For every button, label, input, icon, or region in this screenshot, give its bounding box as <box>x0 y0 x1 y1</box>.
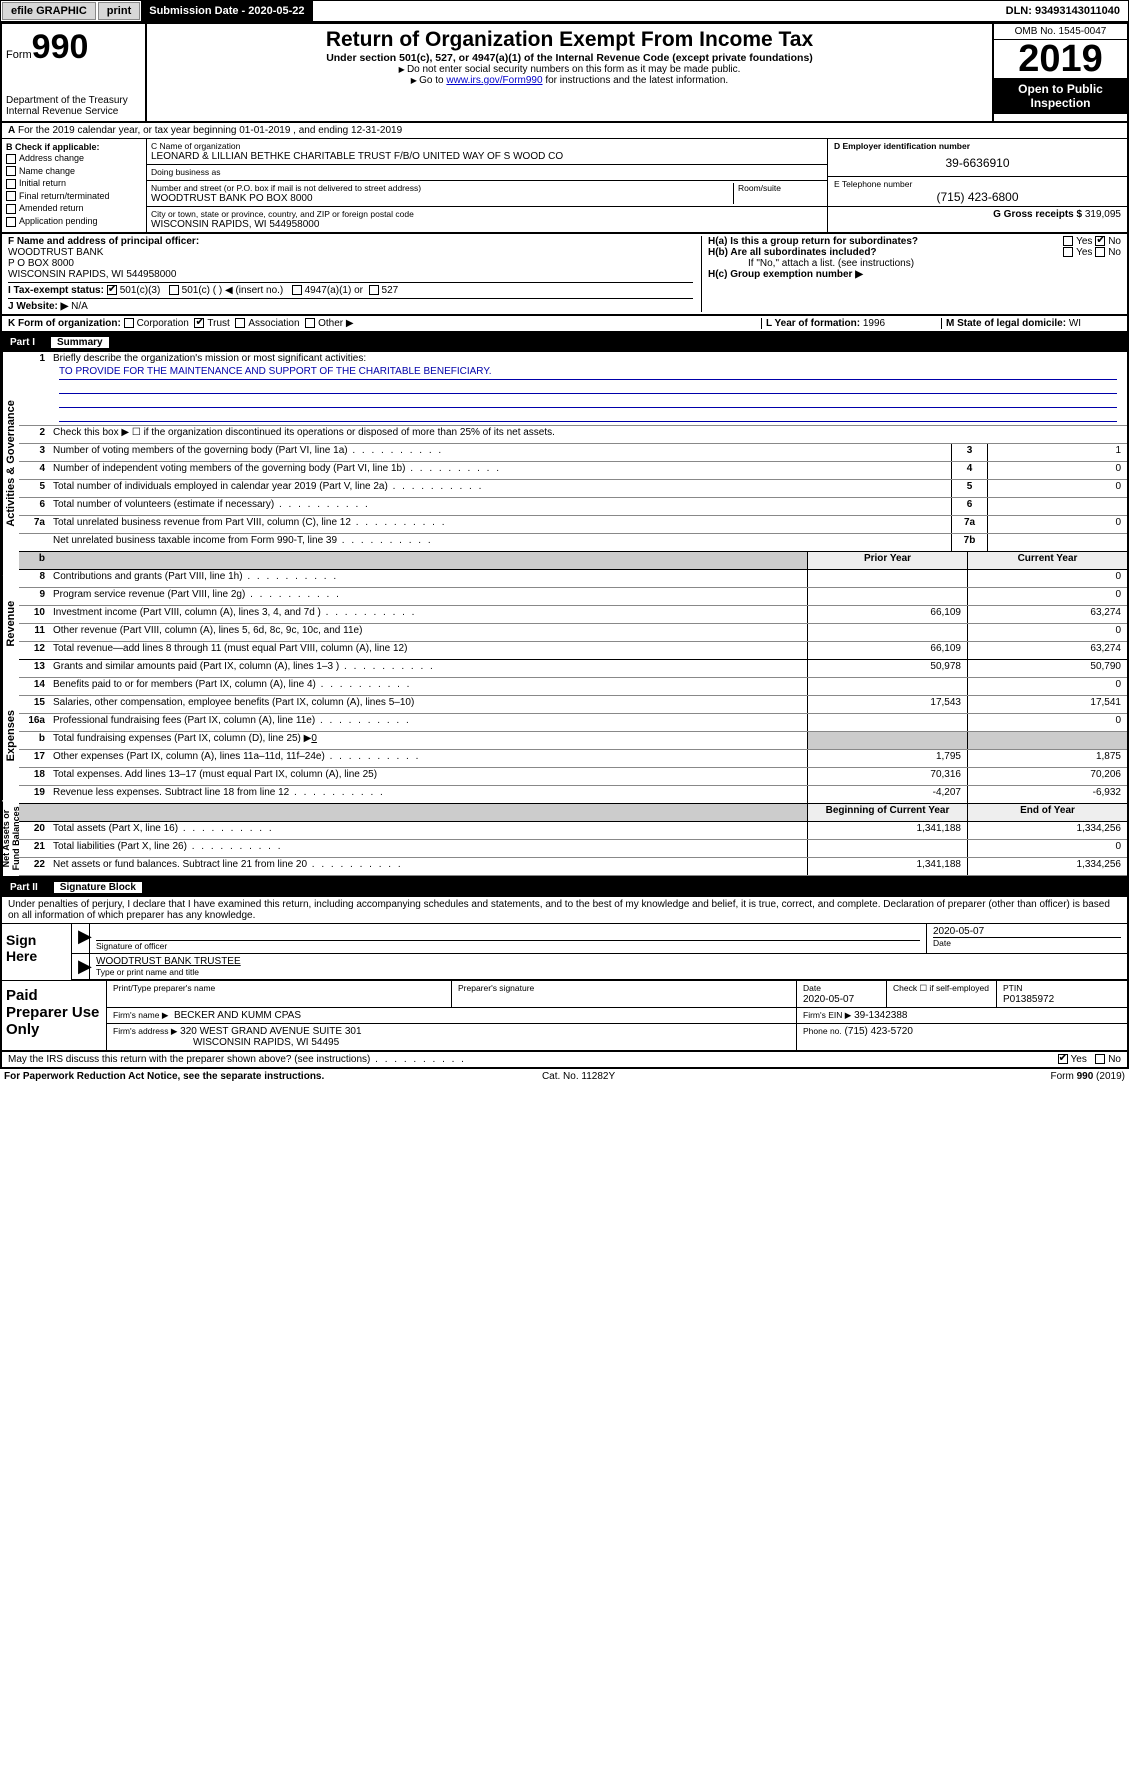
summary-section: Activities & Governance Revenue Expenses… <box>0 352 1129 878</box>
phone-value: (715) 423-6800 <box>834 190 1121 204</box>
tax-year: 2019 <box>994 40 1127 78</box>
org-name: LEONARD & LILLIAN BETHKE CHARITABLE TRUS… <box>151 151 823 162</box>
submission-date-label: Submission Date - 2020-05-22 <box>141 1 312 21</box>
entity-block: B Check if applicable: Address change Na… <box>0 139 1129 234</box>
form-subtitle: Under section 501(c), 527, or 4947(a)(1)… <box>155 52 984 64</box>
signature-section: Under penalties of perjury, I declare th… <box>0 897 1129 1052</box>
efile-button[interactable]: efile GRAPHIC <box>2 2 96 20</box>
mission-text: TO PROVIDE FOR THE MAINTENANCE AND SUPPO… <box>59 366 1117 380</box>
k-l-m-row: K Form of organization: Corporation Trus… <box>0 316 1129 333</box>
line-a: A For the 2019 calendar year, or tax yea… <box>0 123 1129 139</box>
box-b: B Check if applicable: Address change Na… <box>2 139 147 232</box>
print-button[interactable]: print <box>98 2 140 20</box>
side-netassets: Net Assets or Fund Balances <box>2 801 19 876</box>
org-city: WISCONSIN RAPIDS, WI 544958000 <box>151 219 823 230</box>
open-public-badge: Open to Public Inspection <box>994 78 1127 114</box>
form-number: Form990 <box>6 28 141 67</box>
discuss-no-checkbox[interactable] <box>1095 1054 1105 1064</box>
box-c: C Name of organization LEONARD & LILLIAN… <box>147 139 827 232</box>
box-d-e-g: D Employer identification number 39-6636… <box>827 139 1127 232</box>
side-expenses: Expenses <box>2 671 19 800</box>
form-header: Form990 Department of the Treasury Inter… <box>0 22 1129 123</box>
discuss-row: May the IRS discuss this return with the… <box>0 1052 1129 1069</box>
dept-label: Department of the Treasury Internal Reve… <box>6 95 141 117</box>
ssn-note: Do not enter social security numbers on … <box>155 64 984 75</box>
part-2-header: Part II Signature Block <box>0 878 1129 897</box>
form-title: Return of Organization Exempt From Incom… <box>155 28 984 52</box>
org-address: WOODTRUST BANK PO BOX 8000 <box>151 193 733 204</box>
gross-receipts: 319,095 <box>1085 209 1121 220</box>
top-toolbar: efile GRAPHIC print Submission Date - 20… <box>0 0 1129 22</box>
form-id: Form 990 (2019) <box>1050 1071 1124 1082</box>
side-activities: Activities & Governance <box>2 352 19 576</box>
discuss-yes-checkbox[interactable] <box>1058 1054 1068 1064</box>
sign-here-label: Sign Here <box>2 924 72 980</box>
irs-link[interactable]: www.irs.gov/Form990 <box>446 75 542 86</box>
dln-label: DLN: 93493143011040 <box>998 1 1128 21</box>
perjury-text: Under penalties of perjury, I declare th… <box>2 897 1127 924</box>
side-revenue: Revenue <box>2 576 19 672</box>
goto-note: Go to www.irs.gov/Form990 for instructio… <box>155 75 984 86</box>
paid-preparer: Paid Preparer Use Only Print/Type prepar… <box>2 980 1127 1050</box>
f-h-row: F Name and address of principal officer:… <box>0 234 1129 316</box>
ein-value: 39-6636910 <box>834 152 1121 174</box>
part-1-header: Part I Summary <box>0 333 1129 352</box>
page-footer: For Paperwork Reduction Act Notice, see … <box>0 1069 1129 1084</box>
